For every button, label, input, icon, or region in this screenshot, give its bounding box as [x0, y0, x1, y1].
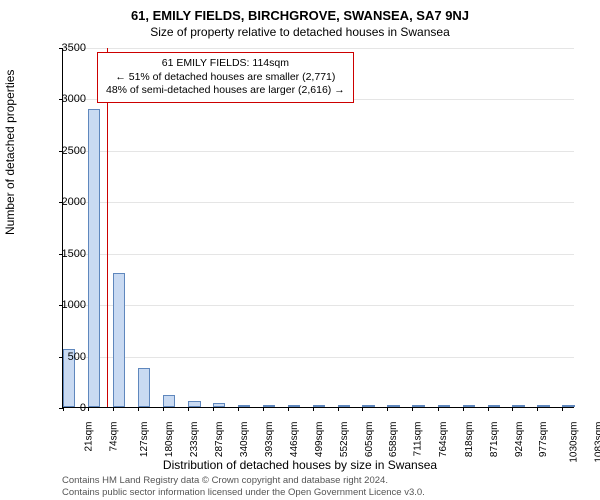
footer-line1: Contains HM Land Registry data © Crown c… — [62, 475, 425, 486]
histogram-bar — [288, 405, 300, 407]
x-tick-label: 977sqm — [539, 422, 550, 458]
x-tick-label: 74sqm — [108, 422, 119, 452]
callout-property-size: 61 EMILY FIELDS: 114sqm — [106, 57, 345, 71]
x-tick-label: 818sqm — [464, 422, 475, 458]
x-tick-mark — [213, 407, 214, 411]
x-tick-label: 605sqm — [364, 422, 375, 458]
footer-line2: Contains public sector information licen… — [62, 487, 425, 498]
x-tick-mark — [463, 407, 464, 411]
x-tick-label: 1083sqm — [594, 422, 600, 463]
x-tick-label: 287sqm — [214, 422, 225, 458]
y-tick-label: 1000 — [62, 299, 86, 311]
x-tick-label: 658sqm — [389, 422, 400, 458]
grid-line — [63, 48, 574, 49]
x-tick-label: 446sqm — [289, 422, 300, 458]
x-tick-mark — [288, 407, 289, 411]
y-tick-label: 2500 — [62, 145, 86, 157]
grid-line — [63, 357, 574, 358]
x-tick-label: 711sqm — [413, 422, 424, 457]
x-tick-mark — [412, 407, 413, 411]
x-tick-mark — [537, 407, 538, 411]
x-tick-mark — [438, 407, 439, 411]
grid-line — [63, 151, 574, 152]
histogram-bar — [313, 405, 325, 407]
x-tick-label: 764sqm — [438, 422, 449, 458]
y-tick-label: 3000 — [62, 93, 86, 105]
grid-line — [63, 254, 574, 255]
histogram-bar — [537, 405, 549, 407]
histogram-bar — [188, 401, 200, 407]
grid-line — [63, 305, 574, 306]
y-tick-label: 2000 — [62, 196, 86, 208]
histogram-bar — [463, 405, 475, 407]
histogram-bar — [338, 405, 350, 407]
y-tick-label: 1500 — [62, 248, 86, 260]
chart-subtitle: Size of property relative to detached ho… — [0, 23, 600, 39]
x-tick-label: 233sqm — [189, 422, 200, 458]
callout-smaller-stat: ← 51% of detached houses are smaller (2,… — [106, 71, 345, 85]
x-tick-mark — [163, 407, 164, 411]
histogram-bar — [362, 405, 374, 407]
footer-attribution: Contains HM Land Registry data © Crown c… — [62, 475, 425, 498]
x-tick-label: 924sqm — [514, 422, 525, 458]
histogram-bar — [412, 405, 424, 407]
x-tick-mark — [362, 407, 363, 411]
x-tick-mark — [512, 407, 513, 411]
x-tick-mark — [188, 407, 189, 411]
histogram-bar — [263, 405, 275, 407]
grid-line — [63, 202, 574, 203]
y-tick-label: 0 — [80, 402, 86, 414]
x-tick-label: 21sqm — [84, 422, 95, 452]
x-axis-label: Distribution of detached houses by size … — [0, 458, 600, 472]
x-tick-label: 499sqm — [314, 422, 325, 458]
x-tick-mark — [138, 407, 139, 411]
histogram-bar — [438, 405, 450, 407]
x-tick-label: 127sqm — [139, 422, 150, 458]
x-tick-label: 871sqm — [489, 422, 500, 458]
x-tick-mark — [63, 407, 64, 411]
x-tick-label: 340sqm — [239, 422, 250, 458]
histogram-bar — [88, 109, 100, 407]
x-tick-label: 393sqm — [264, 422, 275, 458]
x-tick-label: 552sqm — [339, 422, 350, 458]
x-tick-mark — [113, 407, 114, 411]
histogram-bar — [138, 368, 150, 407]
x-tick-mark — [263, 407, 264, 411]
histogram-bar — [163, 395, 175, 407]
x-tick-label: 1030sqm — [569, 422, 580, 463]
y-tick-label: 3500 — [62, 42, 86, 54]
histogram-bar — [113, 273, 125, 407]
histogram-bar — [238, 405, 250, 407]
x-tick-mark — [238, 407, 239, 411]
x-tick-label: 180sqm — [164, 422, 175, 458]
callout-box: 61 EMILY FIELDS: 114sqm ← 51% of detache… — [97, 52, 354, 103]
x-tick-mark — [488, 407, 489, 411]
y-axis-label: Number of detached properties — [3, 70, 17, 235]
x-tick-mark — [387, 407, 388, 411]
histogram-bar — [387, 405, 399, 407]
x-tick-mark — [313, 407, 314, 411]
x-tick-mark — [562, 407, 563, 411]
y-tick-label: 500 — [68, 351, 86, 363]
chart-title-address: 61, EMILY FIELDS, BIRCHGROVE, SWANSEA, S… — [0, 0, 600, 23]
histogram-bar — [213, 403, 225, 407]
x-tick-mark — [338, 407, 339, 411]
histogram-bar — [488, 405, 500, 407]
histogram-bar — [562, 405, 574, 407]
x-tick-mark — [88, 407, 89, 411]
histogram-bar — [512, 405, 524, 407]
callout-larger-stat: 48% of semi-detached houses are larger (… — [106, 84, 345, 98]
